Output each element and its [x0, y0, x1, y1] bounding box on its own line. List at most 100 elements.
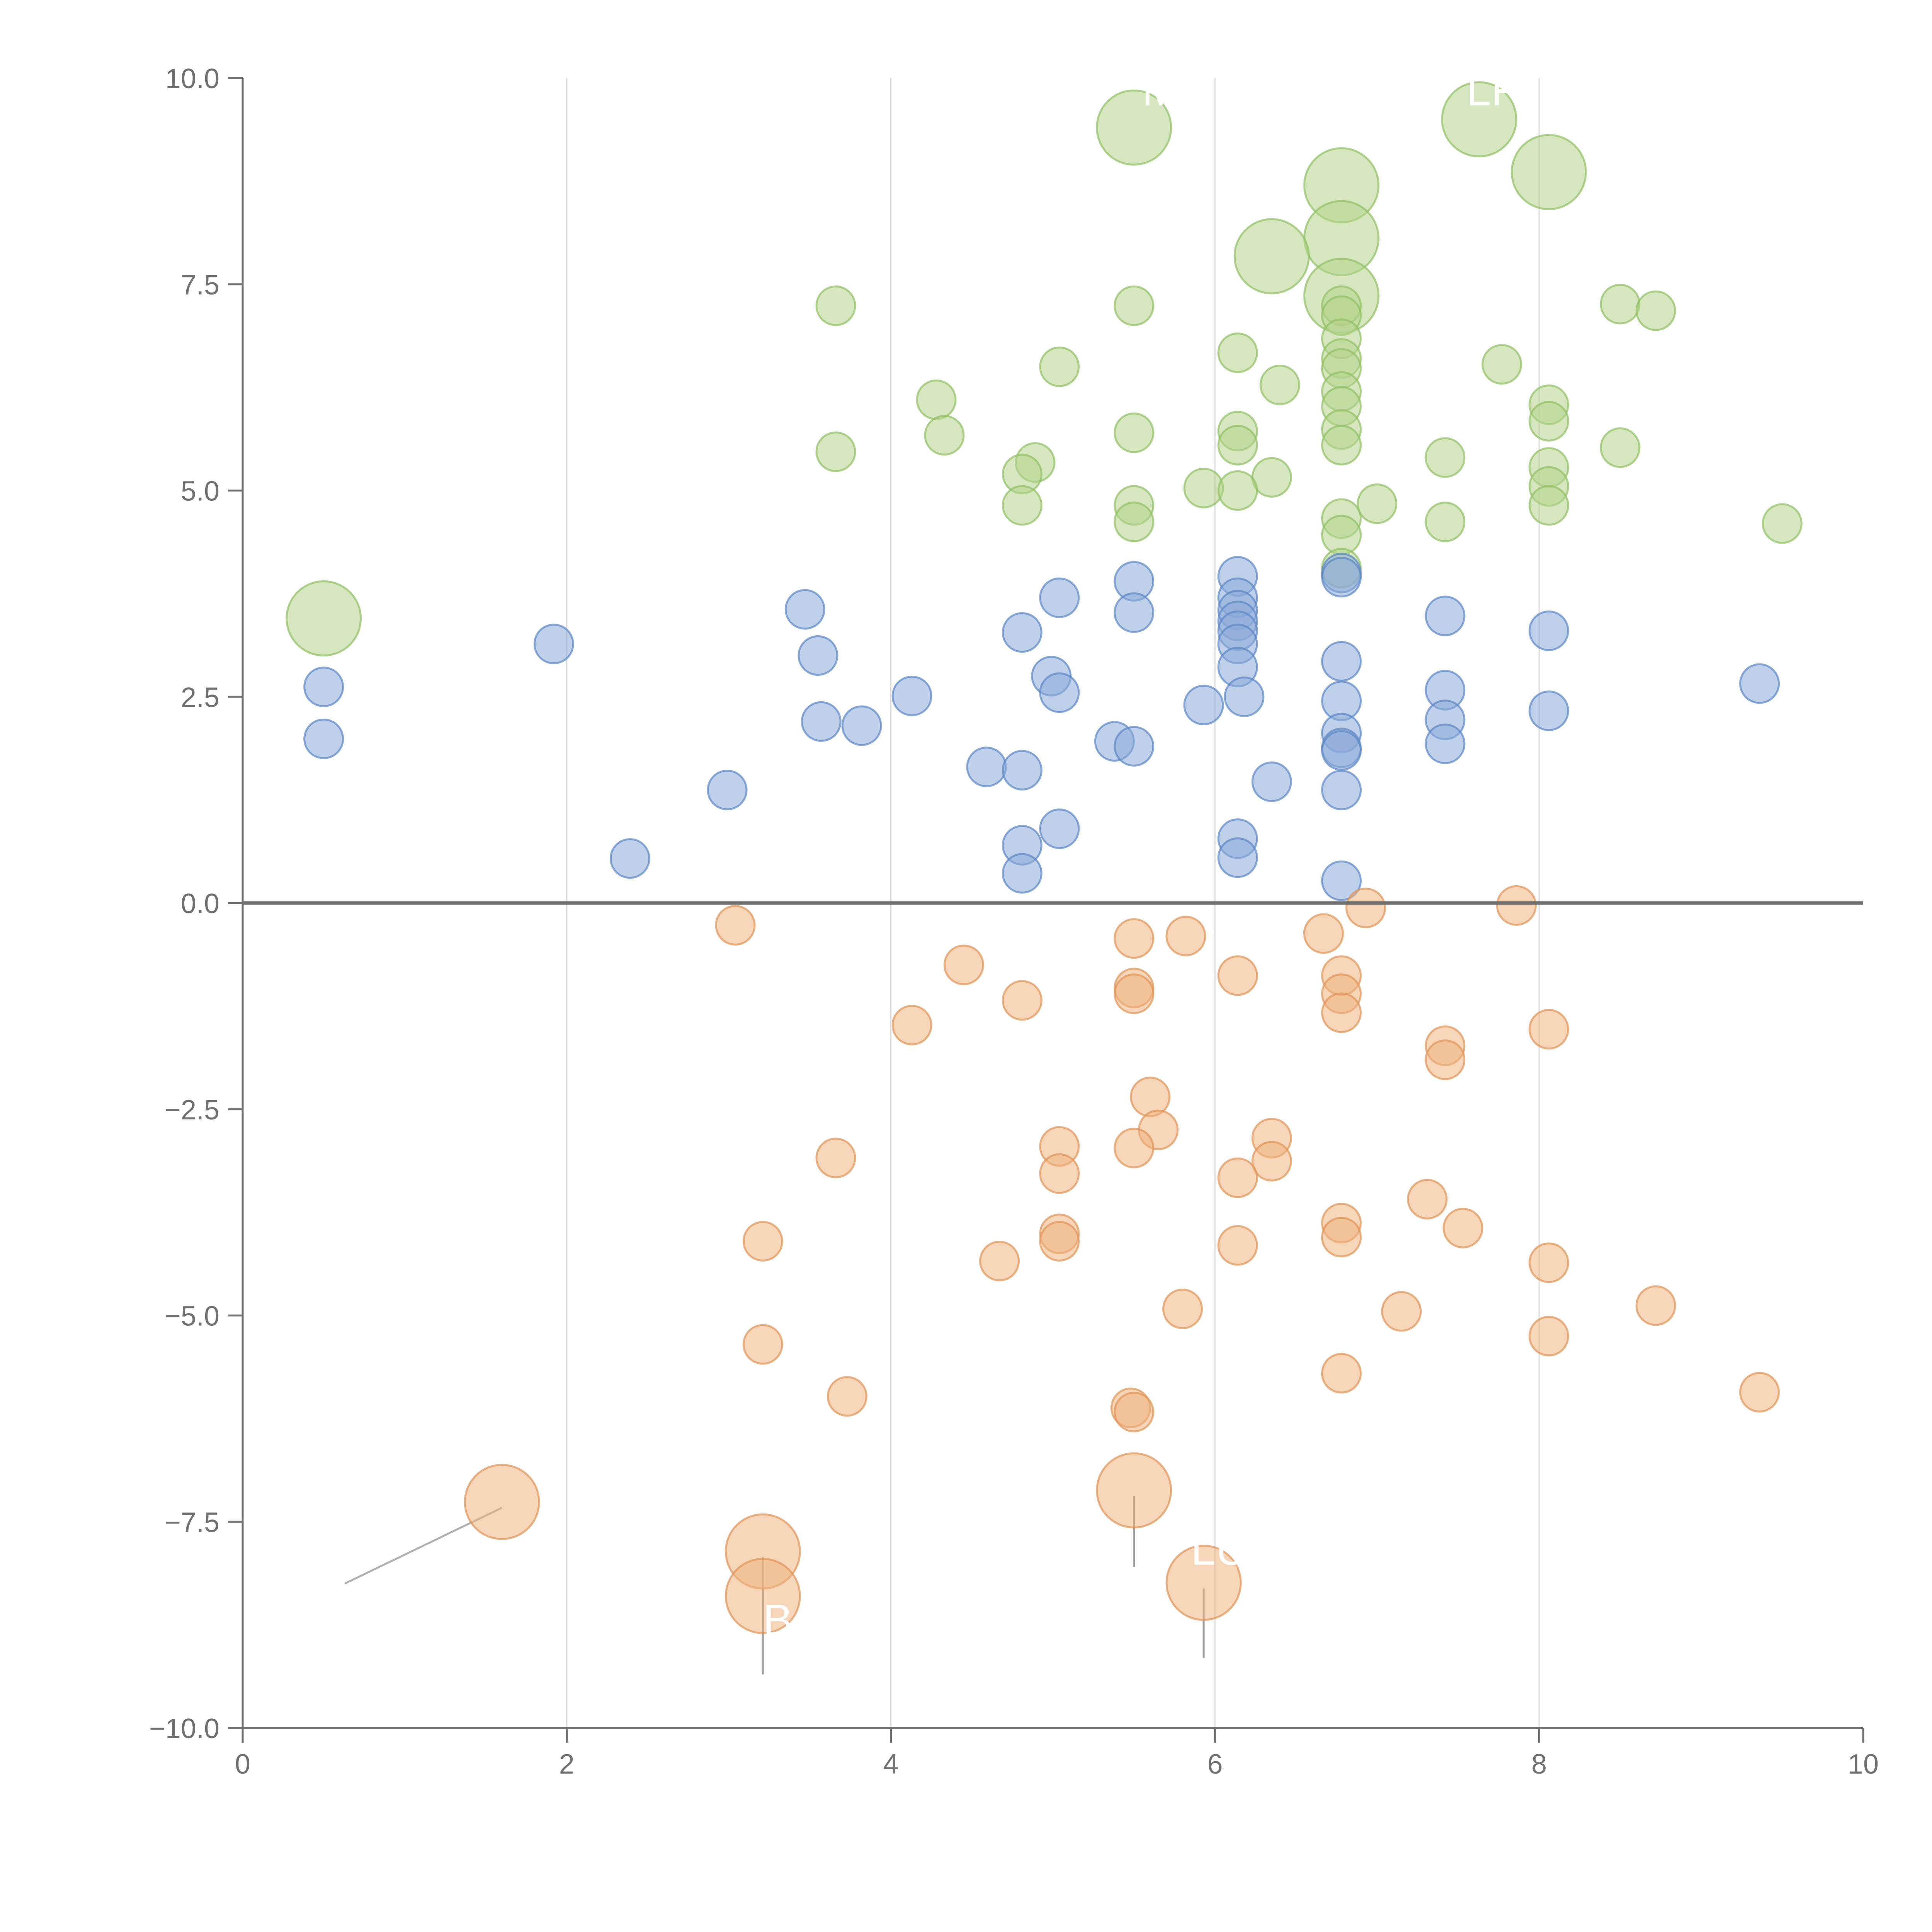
- green-bubble: [1425, 502, 1466, 543]
- y-tick-label: −2.5: [165, 1095, 219, 1126]
- green-bubble: [1357, 483, 1398, 524]
- orange-bubble: [1165, 915, 1206, 956]
- green-bubble: [1425, 437, 1466, 478]
- green-bubble: [916, 379, 957, 420]
- orange-bubble: [1002, 980, 1043, 1021]
- orange-bubble: [1114, 1128, 1155, 1168]
- orange-bubble: [715, 905, 756, 946]
- orange-bubble: [742, 1221, 783, 1262]
- y-tick-label: −10.0: [149, 1713, 219, 1744]
- orange-bubble: [1321, 992, 1362, 1033]
- orange-bubble: [1039, 1221, 1080, 1262]
- blue-bubble: [1224, 676, 1265, 717]
- annotation-labels: M LF LUX B: [763, 65, 1519, 1645]
- orange-bubble: [1251, 1141, 1292, 1182]
- blue-bubble: [1183, 685, 1224, 726]
- orange-bubble: [1321, 1353, 1362, 1394]
- green-bubble: [815, 285, 856, 326]
- blue-bubble: [1002, 750, 1043, 791]
- blue-bubble: [1251, 761, 1292, 802]
- orange-bubble: [1039, 1153, 1080, 1194]
- green-bubble: [1762, 503, 1803, 544]
- orange-bubble: [943, 944, 984, 985]
- green-bubble: [1321, 425, 1362, 466]
- orange-bubble: [1217, 1157, 1258, 1198]
- green-bubble: [1528, 485, 1569, 526]
- blue-bubble: [966, 747, 1007, 787]
- green-bubble: [1233, 218, 1310, 294]
- green-bubble: [1510, 134, 1587, 210]
- orange-bubble: [1635, 1285, 1676, 1326]
- green-bubble: [1600, 284, 1641, 325]
- blue-bubble: [1039, 808, 1080, 849]
- green-bubble: [1481, 344, 1522, 385]
- y-tick-label: 2.5: [181, 682, 219, 713]
- blue-bubble: [1002, 612, 1043, 653]
- orange-bubble: [1496, 885, 1537, 926]
- green-bubble: [1002, 485, 1043, 526]
- blue-bubble: [1321, 770, 1362, 811]
- orange-bubble: [827, 1376, 867, 1417]
- annotation-label: LF: [1466, 65, 1518, 115]
- orange-bubble: [1162, 1288, 1203, 1329]
- blue-bubble: [1321, 557, 1362, 598]
- x-tick-label: 10: [1848, 1749, 1879, 1780]
- orange-bubble: [1114, 973, 1155, 1014]
- x-tick-label: 6: [1207, 1749, 1223, 1780]
- annotation-label: LUX: [1190, 1524, 1278, 1574]
- orange-bubble: [979, 1241, 1020, 1282]
- y-tick-label: −7.5: [165, 1507, 219, 1538]
- orange-bubble: [1528, 1316, 1569, 1357]
- green-bubble: [1600, 427, 1641, 468]
- orange-bubble: [464, 1464, 540, 1540]
- green-bubble: [1183, 468, 1224, 509]
- blue-bubble: [1528, 690, 1569, 731]
- blue-bubble: [801, 701, 842, 742]
- blue-bubble: [1039, 577, 1080, 618]
- green-bubble: [1441, 81, 1517, 158]
- green-bubble: [815, 431, 856, 472]
- blue-bubble: [707, 770, 748, 811]
- green-bubble: [1251, 457, 1292, 498]
- orange-bubble: [1165, 1544, 1242, 1621]
- green-bubble: [1635, 290, 1676, 331]
- orange-bubble: [1381, 1291, 1422, 1332]
- orange-bubble: [1739, 1372, 1780, 1413]
- green-bubble: [1096, 89, 1172, 166]
- orange-bubble: [1407, 1179, 1448, 1219]
- green-bubble: [1217, 470, 1258, 511]
- x-tick-label: 8: [1531, 1749, 1547, 1780]
- y-tick-label: 7.5: [181, 270, 219, 301]
- y-tick-label: 0.0: [181, 888, 219, 919]
- blue-bubble: [1217, 837, 1258, 878]
- x-tick-label: 4: [883, 1749, 899, 1780]
- blue-bubble: [1002, 853, 1043, 894]
- orange-bubble: [891, 1005, 932, 1046]
- orange-bubble: [742, 1324, 783, 1365]
- green-bubble: [1039, 346, 1080, 387]
- blue-bubble: [798, 635, 838, 676]
- blue-bubble: [303, 667, 344, 707]
- orange-bubble: [815, 1138, 856, 1179]
- blue-bubble: [841, 705, 882, 746]
- green-bubble: [1217, 425, 1258, 466]
- blue-bubble: [1321, 730, 1362, 771]
- annotation-connectors: [344, 118, 1585, 1675]
- green-bubble: [1528, 401, 1569, 442]
- blue-bubble: [1739, 663, 1780, 704]
- green-bubble: [286, 580, 362, 656]
- green-bubble: [1114, 285, 1155, 326]
- blue-bubble: [1039, 672, 1080, 713]
- orange-bubble: [1425, 1039, 1466, 1080]
- orange-bubble: [1114, 918, 1155, 959]
- y-tick-label: 10.0: [165, 63, 219, 94]
- orange-bubble: [1114, 1391, 1155, 1432]
- green-bubble: [1217, 332, 1258, 373]
- orange-bubble: [1096, 1452, 1172, 1529]
- blue-bubble: [1425, 595, 1466, 636]
- orange-bubble: [1528, 1009, 1569, 1050]
- blue-bubble: [533, 624, 574, 665]
- data-points: [286, 81, 1803, 1634]
- blue-bubble: [1321, 641, 1362, 682]
- annotation-label: B: [763, 1595, 793, 1645]
